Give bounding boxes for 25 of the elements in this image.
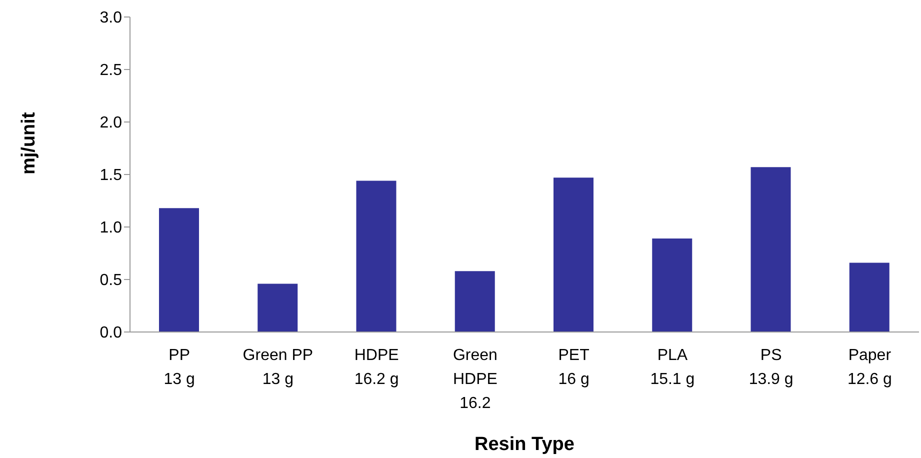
y-tick-label: 0.5 (100, 272, 122, 290)
bar (849, 262, 890, 332)
bar (454, 271, 495, 332)
x-tick-label: PLA 15.1 g (650, 347, 695, 388)
bar (652, 238, 692, 332)
bar (258, 284, 298, 332)
y-axis-title: mj/unit (18, 112, 40, 174)
y-tick-label: 1.5 (100, 167, 122, 184)
bar (356, 180, 396, 332)
x-tick-label: PET 16 g (558, 347, 590, 388)
x-tick-label: PP 13 g (164, 347, 195, 388)
y-tick-label: 2.0 (100, 114, 122, 132)
bar (554, 178, 594, 332)
x-axis-title: Resin Type (474, 434, 574, 455)
x-tick-label: Paper 12.6 g (847, 347, 892, 388)
y-tick-label: 2.5 (100, 62, 122, 80)
x-tick-label: Green PP 13 g (242, 347, 314, 388)
y-tick-label: 1.0 (100, 220, 122, 237)
y-tick-label: 3.0 (100, 10, 122, 27)
x-tick-label: PS 13.9 g (748, 347, 794, 388)
bar (750, 167, 791, 332)
x-tick-label: HDPE 16.2 g (354, 347, 399, 388)
y-tick-label: 0.0 (100, 324, 122, 342)
bar (159, 208, 199, 332)
x-tick-label: Green HDPE 16.2 (452, 347, 498, 412)
